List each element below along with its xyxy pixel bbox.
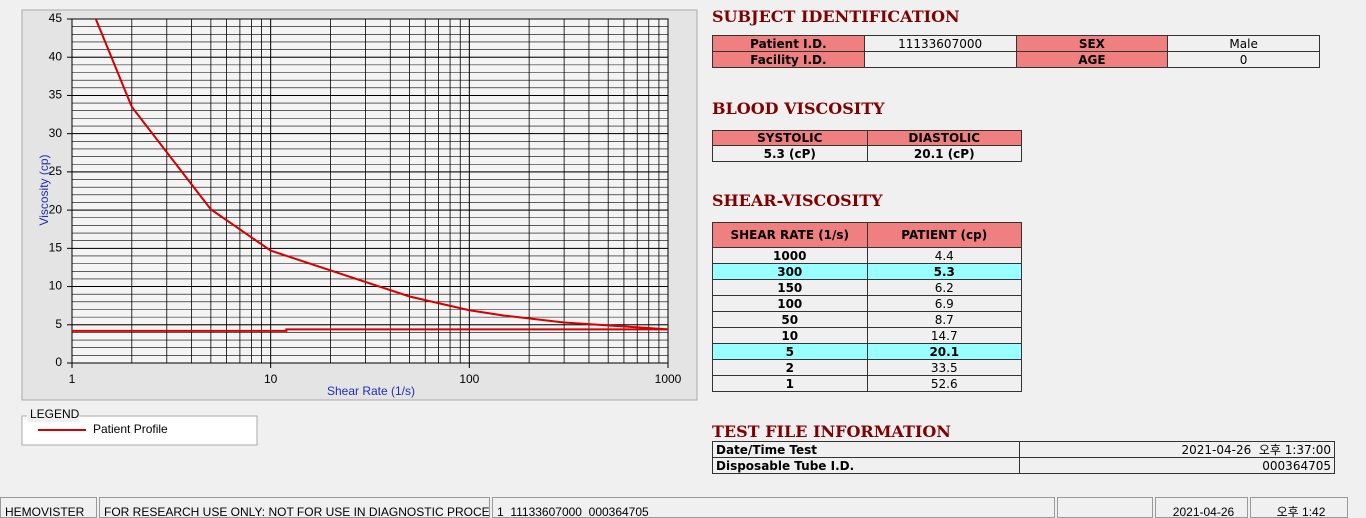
x-tick-label: 1 xyxy=(69,372,76,386)
legend-label: Patient Profile xyxy=(93,422,168,436)
table-cell: 10 xyxy=(712,327,868,344)
table-cell: 5.3 (cP) xyxy=(712,145,868,162)
section-title: BLOOD VISCOSITY xyxy=(712,99,885,118)
status-cell: HEMOVISTER xyxy=(0,497,97,518)
y-tick-label: 45 xyxy=(49,11,63,25)
chart: Shear Rate (1/s) Viscosity (cp) LEGEND 0… xyxy=(21,9,698,446)
table-cell: 8.7 xyxy=(866,311,1022,328)
y-tick-label: 40 xyxy=(49,49,63,63)
table-row: 1 52.6 xyxy=(712,375,1022,392)
table-cell: 5.3 xyxy=(866,263,1022,280)
table-cell: 2021-04-26 오후 1:37:00 xyxy=(1019,441,1335,458)
table-cell: 6.2 xyxy=(866,279,1022,296)
line-series xyxy=(72,328,668,332)
status-cell: 오후 1:42 xyxy=(1250,497,1348,518)
table-row: 10 14.7 xyxy=(712,327,1022,344)
table-cell: Facility I.D. xyxy=(712,51,865,68)
table-cell: 5 xyxy=(712,343,868,360)
table-row: 2 33.5 xyxy=(712,359,1022,376)
section-title: SHEAR-VISCOSITY xyxy=(712,191,883,210)
y-tick-label: 10 xyxy=(49,279,63,293)
table-cell: SHEAR RATE (1/s) xyxy=(712,222,868,248)
table-row: 50 8.7 xyxy=(712,311,1022,328)
table-cell: SYSTOLIC xyxy=(712,130,868,146)
section-title: SUBJECT IDENTIFICATION xyxy=(712,7,960,26)
table-cell: 000364705 xyxy=(1019,457,1335,474)
legend-title-bg xyxy=(27,409,79,422)
table-row: Date/Time Test 2021-04-26 오후 1:37:00 xyxy=(712,441,1335,458)
plot-area xyxy=(71,18,669,364)
table-row: 300 5.3 xyxy=(712,263,1022,280)
test-file-table: Date/Time Test 2021-04-26 오후 1:37:00 Dispo… xyxy=(712,441,1335,474)
table-row: SHEAR RATE (1/s) PATIENT (cp) xyxy=(712,222,1022,248)
table-cell: DIASTOLIC xyxy=(866,130,1022,146)
table-cell: 6.9 xyxy=(866,295,1022,312)
table-row: Patient I.D. 11133607000 SEX Male xyxy=(712,35,1320,52)
table-cell: 20.1 (cP) xyxy=(866,145,1022,162)
y-tick-label: 5 xyxy=(55,317,62,331)
x-tick-label: 10 xyxy=(264,372,278,386)
table-row: Facility I.D. AGE 0 xyxy=(712,51,1320,68)
status-cell: FOR RESEARCH USE ONLY: NOT FOR USE IN DI… xyxy=(99,497,490,518)
table-cell: 0 xyxy=(1167,51,1320,68)
table-cell: 1 xyxy=(712,375,868,392)
section-title: TEST FILE INFORMATION xyxy=(712,422,951,441)
table-cell: 2 xyxy=(712,359,868,376)
status-cell xyxy=(1057,497,1153,518)
table-cell: 14.7 xyxy=(866,327,1022,344)
y-tick-label: 25 xyxy=(49,164,63,178)
table-cell: 4.4 xyxy=(866,247,1022,264)
table-cell: PATIENT (cp) xyxy=(866,222,1022,248)
shear-table: SHEAR RATE (1/s) PATIENT (cp) 1000 4.4 300 5.… xyxy=(712,222,1022,392)
table-cell: Date/Time Test xyxy=(712,441,1020,458)
table-row: SYSTOLIC DIASTOLIC xyxy=(712,130,1022,146)
y-tick-label: 20 xyxy=(49,202,63,216)
table-cell: 100 xyxy=(712,295,868,312)
table-cell: 52.6 xyxy=(866,375,1022,392)
table-cell: 33.5 xyxy=(866,359,1022,376)
table-cell: 300 xyxy=(712,263,868,280)
y-tick-label: 0 xyxy=(55,355,62,369)
table-row: 100 6.9 xyxy=(712,295,1022,312)
x-axis-label: Shear Rate (1/s) xyxy=(327,384,415,398)
x-tick-label: 1000 xyxy=(655,372,682,386)
table-cell xyxy=(863,51,1017,68)
table-cell: Patient I.D. xyxy=(712,35,865,52)
table-cell: AGE xyxy=(1015,51,1169,68)
table-row: 1000 4.4 xyxy=(712,247,1022,264)
table-cell: 20.1 xyxy=(866,343,1022,360)
table-cell: 150 xyxy=(712,279,868,296)
status-cell: 2021-04-26 xyxy=(1155,497,1248,518)
x-tick-label: 100 xyxy=(459,372,479,386)
legend-title: LEGEND xyxy=(30,407,80,421)
table-cell: 50 xyxy=(712,311,868,328)
table-cell: SEX xyxy=(1015,35,1169,52)
table-cell: Disposable Tube I.D. xyxy=(712,457,1020,474)
table-cell: 1000 xyxy=(712,247,868,264)
line-series xyxy=(94,19,668,331)
y-tick-label: 30 xyxy=(49,126,63,140)
subject-table: Patient I.D. 11133607000 SEX Male Facility I… xyxy=(712,35,1320,68)
table-row: Disposable Tube I.D. 000364705 xyxy=(712,457,1335,474)
y-axis-label: Viscosity (cp) xyxy=(37,154,51,225)
y-tick-label: 15 xyxy=(49,241,63,255)
table-cell: Male xyxy=(1167,35,1320,52)
table-cell: 11133607000 xyxy=(863,35,1017,52)
table-row: 150 6.2 xyxy=(712,279,1022,296)
status-cell: 1 11133607000 000364705 xyxy=(492,497,1055,518)
table-row: 5.3 (cP) 20.1 (cP) xyxy=(712,145,1022,162)
y-tick-label: 35 xyxy=(49,88,63,102)
blood-table: SYSTOLIC DIASTOLIC 5.3 (cP) 20.1 (cP) xyxy=(712,130,1022,162)
table-row: 5 20.1 xyxy=(712,343,1022,360)
